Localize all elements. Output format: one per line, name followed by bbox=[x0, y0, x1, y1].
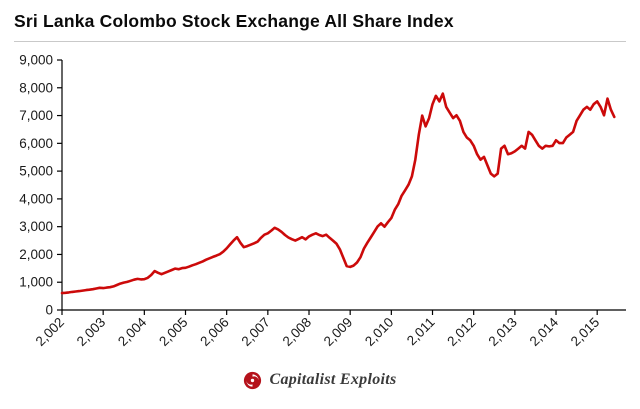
y-tick-label: 6,000 bbox=[19, 136, 53, 151]
y-tick-label: 7,000 bbox=[19, 108, 53, 123]
brand-name: Capitalist Exploits bbox=[269, 371, 397, 388]
y-tick-label: 9,000 bbox=[19, 53, 53, 68]
index-series-line bbox=[60, 92, 616, 295]
x-tick-label: 2,015 bbox=[568, 315, 603, 350]
y-tick-label: 4,000 bbox=[19, 191, 53, 206]
y-tick-label: 1,000 bbox=[19, 275, 53, 290]
chart-title: Sri Lanka Colombo Stock Exchange All Sha… bbox=[14, 11, 454, 31]
y-tick-label: 3,000 bbox=[19, 219, 53, 234]
x-tick-label: 2,014 bbox=[527, 314, 562, 349]
x-tick-label: 2,006 bbox=[197, 315, 232, 350]
capitalist-exploits-swirl-icon bbox=[244, 371, 262, 389]
x-tick-label: 2,004 bbox=[115, 314, 150, 349]
chart-header: Sri Lanka Colombo Stock Exchange All Sha… bbox=[0, 0, 640, 42]
y-tick-label: 8,000 bbox=[19, 80, 53, 95]
x-tick-label: 2,009 bbox=[321, 315, 356, 350]
x-tick-label: 2,005 bbox=[156, 315, 191, 350]
y-tick-label: 5,000 bbox=[19, 164, 53, 179]
line-chart: 0 1,000 2,000 3,000 4,000 5,000 6,000 7,000 8,00… bbox=[19, 53, 626, 350]
x-tick-label: 2,008 bbox=[280, 315, 315, 350]
title-divider bbox=[14, 41, 626, 42]
x-tick-label: 2,003 bbox=[74, 315, 109, 350]
axis-ticks-layer: 0 1,000 2,000 3,000 4,000 5,000 6,000 7,000 8,00… bbox=[19, 53, 602, 350]
x-tick-label: 2,010 bbox=[362, 315, 397, 350]
x-tick-label: 2,007 bbox=[238, 315, 273, 350]
x-tick-label: 2,002 bbox=[33, 315, 68, 350]
x-tick-label: 2,013 bbox=[485, 315, 520, 350]
chart-footer: Capitalist Exploits bbox=[0, 361, 640, 399]
y-tick-label: 2,000 bbox=[19, 247, 53, 262]
x-tick-label: 2,012 bbox=[444, 315, 479, 350]
x-tick-label: 2,011 bbox=[404, 315, 438, 349]
y-tick-label: 0 bbox=[45, 303, 53, 318]
